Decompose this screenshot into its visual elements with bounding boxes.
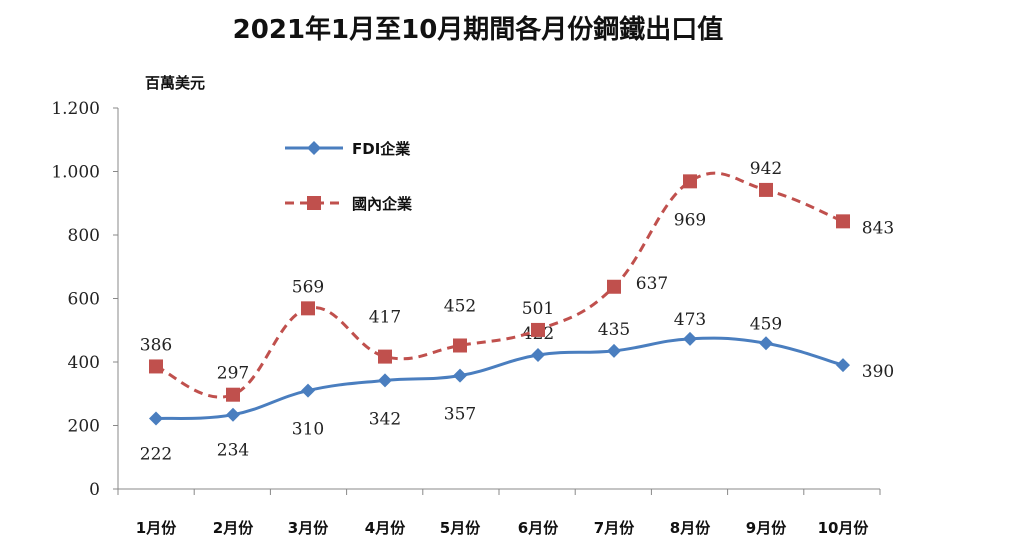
data-point-diamond	[378, 373, 392, 388]
data-point-square	[149, 359, 163, 374]
y-tick-label: 200	[68, 417, 100, 437]
data-point-diamond	[607, 343, 621, 358]
data-label: 501	[522, 299, 554, 319]
data-point-diamond	[683, 331, 697, 346]
data-label: 357	[444, 405, 476, 425]
data-point-square	[836, 214, 850, 229]
data-label: 942	[750, 159, 782, 179]
data-label: 222	[140, 445, 172, 465]
data-point-diamond	[836, 358, 850, 373]
series-line-1	[155, 171, 844, 399]
x-tick-label: 8月份	[670, 519, 711, 537]
data-point-square	[378, 349, 392, 364]
data-point-square	[683, 174, 697, 189]
series-line-0	[155, 336, 844, 421]
x-tick-label: 4月份	[365, 519, 406, 537]
x-tick-label: 1月份	[136, 519, 177, 537]
data-point-square	[531, 322, 545, 337]
x-tick-label: 2月份	[213, 519, 254, 537]
data-label: 297	[217, 364, 249, 384]
data-point-diamond	[149, 411, 163, 426]
data-label: 390	[862, 362, 894, 382]
y-axis-label: 百萬美元	[145, 74, 205, 92]
data-point-diamond	[453, 368, 467, 383]
y-tick-label: 800	[68, 226, 100, 246]
data-label: 569	[292, 277, 324, 297]
x-tick-label: 6月份	[518, 519, 559, 537]
data-label: 843	[862, 218, 894, 238]
data-point-diamond	[226, 407, 240, 422]
data-label: 435	[598, 320, 630, 340]
data-label: 969	[674, 210, 706, 230]
data-point-square	[453, 338, 467, 353]
legend-square-icon	[307, 196, 321, 210]
data-label: 637	[636, 274, 668, 294]
data-point-diamond	[531, 348, 545, 363]
data-label: 386	[140, 335, 172, 355]
y-tick-label: 0	[89, 480, 100, 500]
x-tick-label: 3月份	[288, 519, 329, 537]
data-point-square	[759, 182, 773, 197]
y-tick-label: 1.200	[51, 99, 100, 119]
legend-diamond-icon	[307, 141, 321, 155]
y-tick-label: 600	[68, 290, 100, 310]
data-label: 310	[292, 420, 324, 440]
legend-label: FDI企業	[352, 140, 411, 158]
x-tick-label: 10月份	[818, 519, 870, 537]
data-label: 342	[369, 409, 401, 429]
data-label: 452	[444, 296, 476, 316]
data-label: 473	[674, 310, 706, 330]
data-label: 417	[369, 308, 401, 328]
data-point-square	[607, 279, 621, 294]
data-label: 459	[750, 314, 782, 334]
data-point-diamond	[759, 336, 773, 351]
x-tick-label: 9月份	[746, 519, 787, 537]
data-label: 234	[217, 441, 249, 461]
data-point-diamond	[301, 383, 315, 398]
chart-title: 2021年1月至10月期間各月份鋼鐵出口值	[233, 14, 724, 45]
y-tick-label: 1.000	[51, 163, 100, 183]
y-tick-label: 400	[68, 353, 100, 373]
legend-label: 國內企業	[352, 195, 413, 213]
data-point-square	[226, 387, 240, 402]
x-tick-label: 5月份	[440, 519, 481, 537]
data-point-square	[301, 301, 315, 316]
x-tick-label: 7月份	[594, 519, 635, 537]
